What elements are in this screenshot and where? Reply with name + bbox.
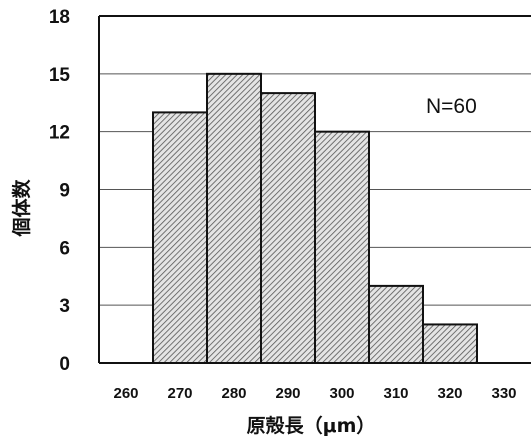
- y-tick-label: 9: [59, 181, 70, 202]
- histogram-bar: [152, 111, 208, 364]
- y-tick-label: 15: [49, 65, 71, 86]
- y-tick-label: 3: [59, 296, 70, 317]
- x-tick-label: 260: [113, 385, 138, 402]
- x-tick-labels: 260 270 280 290 300 310 320 330: [113, 385, 516, 402]
- x-tick-label: 280: [221, 385, 246, 402]
- x-axis-title: 原殻長（μm）: [247, 414, 376, 437]
- sample-size-annotation: N=60: [426, 95, 477, 118]
- x-tick-label: 310: [383, 385, 408, 402]
- histogram-bar: [314, 130, 370, 364]
- plot-frame: [98, 15, 531, 364]
- histogram-bar: [206, 72, 262, 364]
- x-tick-label: 330: [491, 385, 516, 402]
- y-tick-label: 18: [49, 7, 70, 28]
- histogram-bar: [260, 92, 316, 364]
- y-tick-label: 0: [59, 354, 70, 375]
- y-tick-label: 12: [49, 123, 70, 144]
- bars: [152, 72, 478, 365]
- histogram-bar: [422, 323, 478, 365]
- x-tick-label: 270: [167, 385, 192, 402]
- x-tick-label: 300: [329, 385, 354, 402]
- x-tick-label: 320: [437, 385, 462, 402]
- y-tick-label: 6: [59, 238, 70, 259]
- y-axis-title: 個体数: [10, 179, 33, 238]
- y-tick-labels: 0 3 6 9 12 15 18: [49, 7, 71, 375]
- x-tick-label: 290: [275, 385, 300, 402]
- histogram-bar: [368, 284, 424, 364]
